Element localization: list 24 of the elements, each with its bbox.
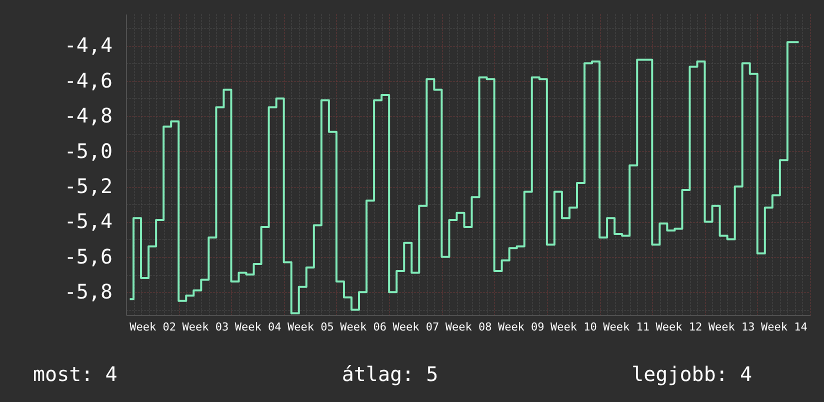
y-tick-label: -5,0 — [64, 138, 112, 163]
x-tick-label: Week 14 — [761, 320, 808, 334]
x-tick-label: Week 03 — [182, 320, 229, 334]
x-tick-label: Week 08 — [445, 320, 492, 334]
x-tick-label: Week 09 — [498, 320, 544, 334]
x-tick-label: Week 07 — [392, 320, 440, 334]
y-tick-label: -5,6 — [64, 244, 112, 268]
y-tick-label: -4,8 — [64, 104, 112, 128]
y-tick-label: -4,6 — [64, 68, 112, 92]
x-tick-label: Week 02 — [130, 320, 176, 334]
text: legjobb: 4 — [632, 362, 752, 386]
y-tick-label: -5,4 — [64, 209, 112, 234]
y-tick-label: -5,8 — [64, 280, 112, 304]
x-tick-label: Week 12 — [656, 320, 702, 334]
x-tick-label: Week 11 — [603, 320, 650, 334]
y-tick-label: -4,4 — [64, 33, 112, 58]
x-tick-label: Week 04 — [234, 320, 282, 334]
x-tick-label: Week 06 — [340, 320, 386, 334]
x-tick-label: Week 05 — [287, 320, 334, 334]
text: átlag: 5 — [342, 362, 438, 386]
x-tick-label: Week 13 — [708, 320, 755, 334]
text: most: 4 — [33, 362, 118, 386]
x-tick-label: Week 10 — [550, 320, 597, 334]
y-tick-label: -5,2 — [64, 174, 112, 198]
